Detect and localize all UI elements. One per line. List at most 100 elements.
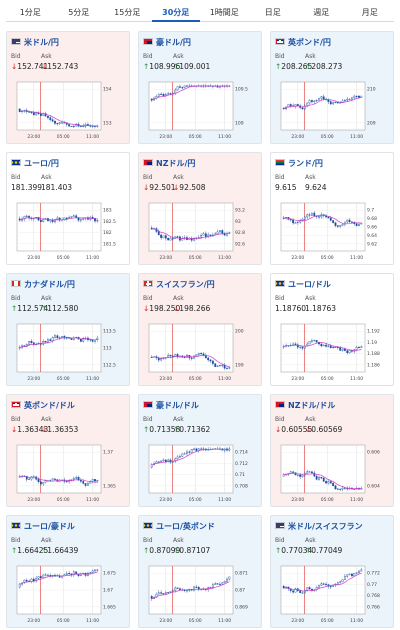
- candle-body: [181, 87, 184, 89]
- pair-title[interactable]: 米ドル/スイスフラン: [275, 521, 363, 533]
- currency-card[interactable]: NZドル/ドル Bid Ask ↓0.60555 ↓0.60569 23:00 05:00 1…: [270, 394, 394, 507]
- price-chart[interactable]: 23:00 05:00 11:00 200 199: [145, 320, 257, 382]
- currency-card[interactable]: 英ポンド/円 Bid Ask ↑208.265 ↑208.273 23:00 05:00 11…: [270, 31, 394, 144]
- tab-4[interactable]: 30分足: [151, 4, 200, 22]
- bid-label: Bid: [143, 537, 153, 544]
- plot-area: [16, 202, 102, 252]
- bid-label: Bid: [143, 174, 153, 181]
- price-chart[interactable]: 23:00 05:00 11:00 0.714 0.712 0.71 0.708: [145, 441, 257, 503]
- pair-title[interactable]: ユーロ/英ポンド: [143, 521, 215, 533]
- pair-title[interactable]: ランド/円: [275, 158, 323, 170]
- y-tick-label: 183: [103, 208, 112, 214]
- currency-card[interactable]: NZドル/円 Bid Ask ↓92.501 ↓92.508 23:00 05:00 11:0…: [138, 152, 262, 265]
- pair-title[interactable]: スイスフラン/円: [143, 279, 215, 291]
- y-tick-label: 9.68: [367, 216, 377, 222]
- pair-title[interactable]: 英ポンド/円: [275, 37, 331, 49]
- pair-title[interactable]: カナダドル/円: [11, 279, 75, 291]
- ask-value: 1.18763: [305, 304, 336, 313]
- tab-5[interactable]: 1時間足: [209, 8, 239, 17]
- price-chart[interactable]: 23:00 05:00 11:00 9.7 9.68 9.66 9.64 9.62: [277, 199, 389, 261]
- price-chart[interactable]: 23:00 05:00 11:00 93.2 93 92.8 92.6: [145, 199, 257, 261]
- plot-area: [280, 444, 366, 494]
- ask-price: 9.624: [305, 183, 327, 192]
- candle-body: [320, 96, 323, 99]
- bid-value: 1.18760: [275, 304, 306, 313]
- tab-3[interactable]: 15分足: [114, 8, 141, 17]
- currency-card[interactable]: カナダドル/円 Bid Ask ↑112.574 ↑112.580 23:00 05:00 1…: [6, 273, 130, 386]
- pair-title[interactable]: ユーロ/円: [11, 158, 59, 170]
- candle-body: [301, 474, 304, 477]
- price-chart[interactable]: 23:00 05:00 11:00 113.5 113 112.5: [13, 320, 125, 382]
- arrow-down-icon: ↓: [173, 304, 180, 313]
- pair-title[interactable]: ユーロ/ドル: [275, 279, 331, 291]
- y-tick-label: 181.5: [103, 241, 116, 247]
- candle-body: [341, 487, 344, 490]
- candle-body: [294, 588, 297, 593]
- x-tick-label: 11:00: [86, 497, 99, 503]
- bid-price: 208.265: [281, 62, 313, 71]
- pair-title[interactable]: 豪ドル/円: [143, 37, 191, 49]
- candle-body: [188, 451, 191, 453]
- pair-title[interactable]: ユーロ/豪ドル: [11, 521, 75, 533]
- candle-body: [160, 234, 163, 238]
- candle-body: [358, 570, 360, 573]
- currency-card[interactable]: 英ポンド/ドル Bid Ask ↓1.36343 ↓1.36353 23:00 05:00 1…: [6, 394, 130, 507]
- moving-average-line: [283, 97, 362, 110]
- candle-body: [56, 123, 59, 125]
- currency-card[interactable]: 豪ドル/ドル Bid Ask ↑0.71358 ↑0.71362 23:00 05:00 11…: [138, 394, 262, 507]
- pair-title[interactable]: 英ポンド/ドル: [11, 400, 75, 412]
- price-chart[interactable]: 23:00 05:00 11:00 1.675 1.67 1.665: [13, 562, 125, 624]
- tab-6[interactable]: 日足: [264, 8, 281, 17]
- candle-body: [216, 365, 219, 367]
- candle-body: [54, 478, 56, 480]
- price-chart[interactable]: 23:00 05:00 11:00 0.606 0.604: [277, 441, 389, 503]
- price-chart[interactable]: 23:00 05:00 11:00 154 153: [13, 78, 125, 140]
- ask-label: Ask: [305, 53, 316, 60]
- tab-7[interactable]: 週足: [313, 8, 330, 17]
- candle-body: [164, 459, 167, 462]
- candle-body: [219, 230, 221, 233]
- price-chart[interactable]: 23:00 05:00 11:00 210 209: [277, 78, 389, 140]
- price-chart[interactable]: 23:00 05:00 11:00 109.5 109: [145, 78, 257, 140]
- currency-card[interactable]: ユーロ/円 Bid Ask 181.399 181.403 23:00 05:00 11:00…: [6, 152, 130, 265]
- pair-title[interactable]: NZドル/円: [143, 158, 195, 170]
- pair-title[interactable]: NZドル/ドル: [275, 400, 335, 412]
- price-chart[interactable]: 23:00 05:00 11:00 183 182.5 182 181.5: [13, 199, 125, 261]
- tab-1[interactable]: 1分足: [19, 8, 41, 17]
- candle-body: [164, 592, 167, 594]
- currency-card[interactable]: 米ドル/円 Bid Ask ↓152.741 ↓152.743 23:00 05:00 11:…: [6, 31, 130, 144]
- price-chart[interactable]: 23:00 05:00 11:00 0.772 0.77 0.768 0.766: [277, 562, 389, 624]
- bid-price: 0.77034: [281, 546, 313, 555]
- candle-body: [68, 337, 71, 339]
- candle-body: [183, 453, 186, 455]
- arrow-down-icon: ↓: [41, 62, 48, 71]
- bid-value: ↑0.77034: [275, 546, 312, 555]
- x-tick-label: 05:00: [321, 376, 334, 382]
- currency-card[interactable]: ランド/円 Bid Ask 9.615 9.624 23:00 05:00 11:00 9.7 9…: [270, 152, 394, 265]
- currency-card[interactable]: ユーロ/豪ドル Bid Ask ↑1.66425 ↑1.66439 23:00 05:00 1…: [6, 515, 130, 628]
- pair-title[interactable]: 豪ドル/ドル: [143, 400, 199, 412]
- price-chart[interactable]: 23:00 05:00 11:00 1.192 1.19 1.188 1.186: [277, 320, 389, 382]
- candle-body: [311, 340, 313, 342]
- x-tick-label: 11:00: [350, 255, 363, 261]
- bid-label: Bid: [11, 537, 21, 544]
- candle-body: [313, 212, 316, 216]
- x-tick-label: 05:00: [57, 618, 70, 624]
- x-tick-label: 23:00: [291, 255, 304, 261]
- currency-card[interactable]: ユーロ/ドル Bid Ask 1.18760 1.18763 23:00 05:00 11:0…: [270, 273, 394, 386]
- candle-body: [336, 488, 339, 490]
- candle-body: [179, 588, 181, 590]
- price-chart[interactable]: 23:00 05:00 11:00 1.37 1.365: [13, 441, 125, 503]
- currency-card[interactable]: 米ドル/スイスフラン Bid Ask ↑0.77034 ↑0.77049 23:00 05:…: [270, 515, 394, 628]
- currency-card[interactable]: ユーロ/英ポンド Bid Ask ↑0.87099 ↑0.87107 23:00 05:00…: [138, 515, 262, 628]
- tab-2[interactable]: 5分足: [68, 8, 90, 17]
- currency-card[interactable]: スイスフラン/円 Bid Ask ↓198.250 ↓198.266 23:00 05:00…: [138, 273, 262, 386]
- currency-card[interactable]: 豪ドル/円 Bid Ask ↑108.996 ↑109.001 23:00 05:00 11:…: [138, 31, 262, 144]
- candle-body: [311, 100, 313, 102]
- price-chart[interactable]: 23:00 05:00 11:00 0.871 0.87 0.869: [145, 562, 257, 624]
- ask-price: 1.66439: [47, 546, 79, 555]
- candle-body: [72, 478, 75, 480]
- pair-name: 英ポンド/円: [288, 38, 331, 47]
- tab-8[interactable]: 月足: [361, 8, 378, 17]
- pair-title[interactable]: 米ドル/円: [11, 37, 59, 49]
